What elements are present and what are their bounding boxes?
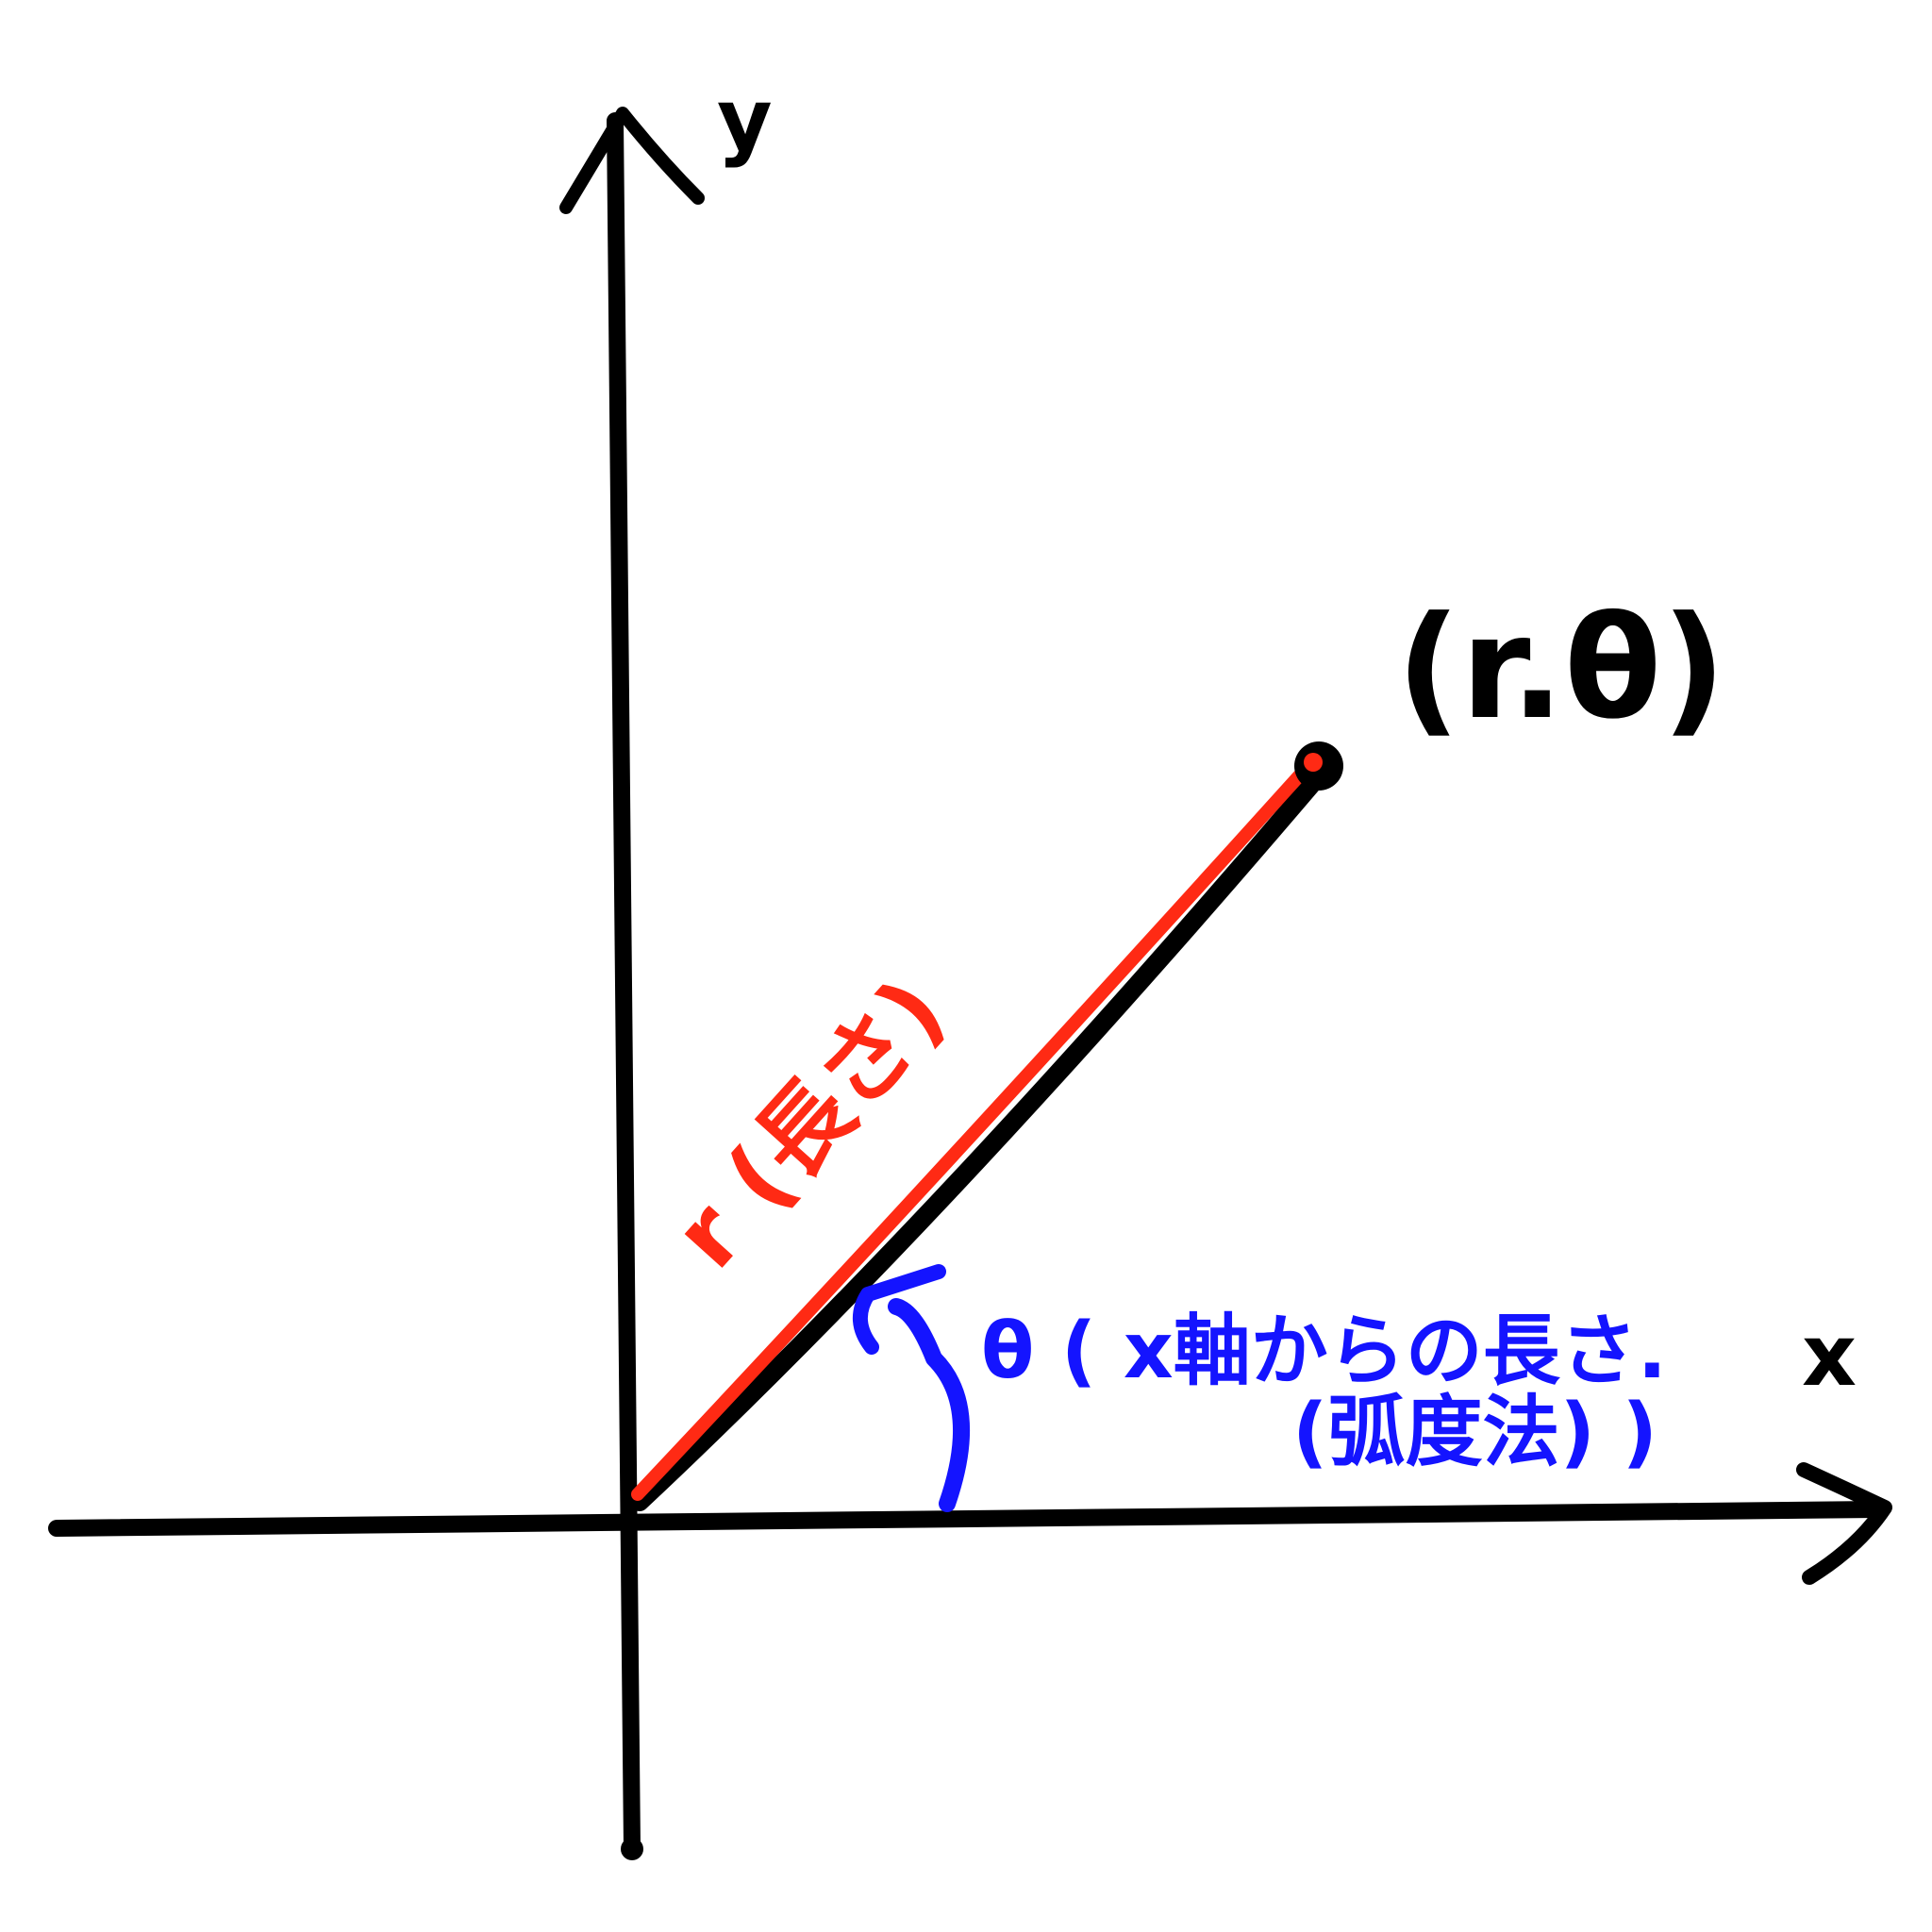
x-axis-label: x [1802,1307,1857,1406]
y-axis-label: y [717,71,773,170]
y-axis [559,107,705,1860]
angle-label-line1: θ ( x軸からの長さ. [981,1307,1667,1396]
point-label: (r.θ) [1396,587,1726,751]
x-axis [48,1462,1892,1585]
x-axis-arrowhead [1796,1462,1892,1585]
angle-arc [852,1264,971,1512]
y-axis-end-dot [621,1838,643,1860]
angle-arc-line [888,1298,971,1512]
point-marker-inner [1304,753,1323,772]
x-axis-line [48,1501,1886,1537]
y-axis-arrowhead [559,107,705,214]
angle-arc-arrowhead [852,1264,946,1355]
angle-label-line2: (弧度法) ) [1292,1388,1657,1477]
radius-label: r (長さ) [654,958,966,1289]
radius-line-shadow [630,764,1330,1511]
y-axis-line [607,112,641,1857]
radius-line [631,754,1320,1501]
